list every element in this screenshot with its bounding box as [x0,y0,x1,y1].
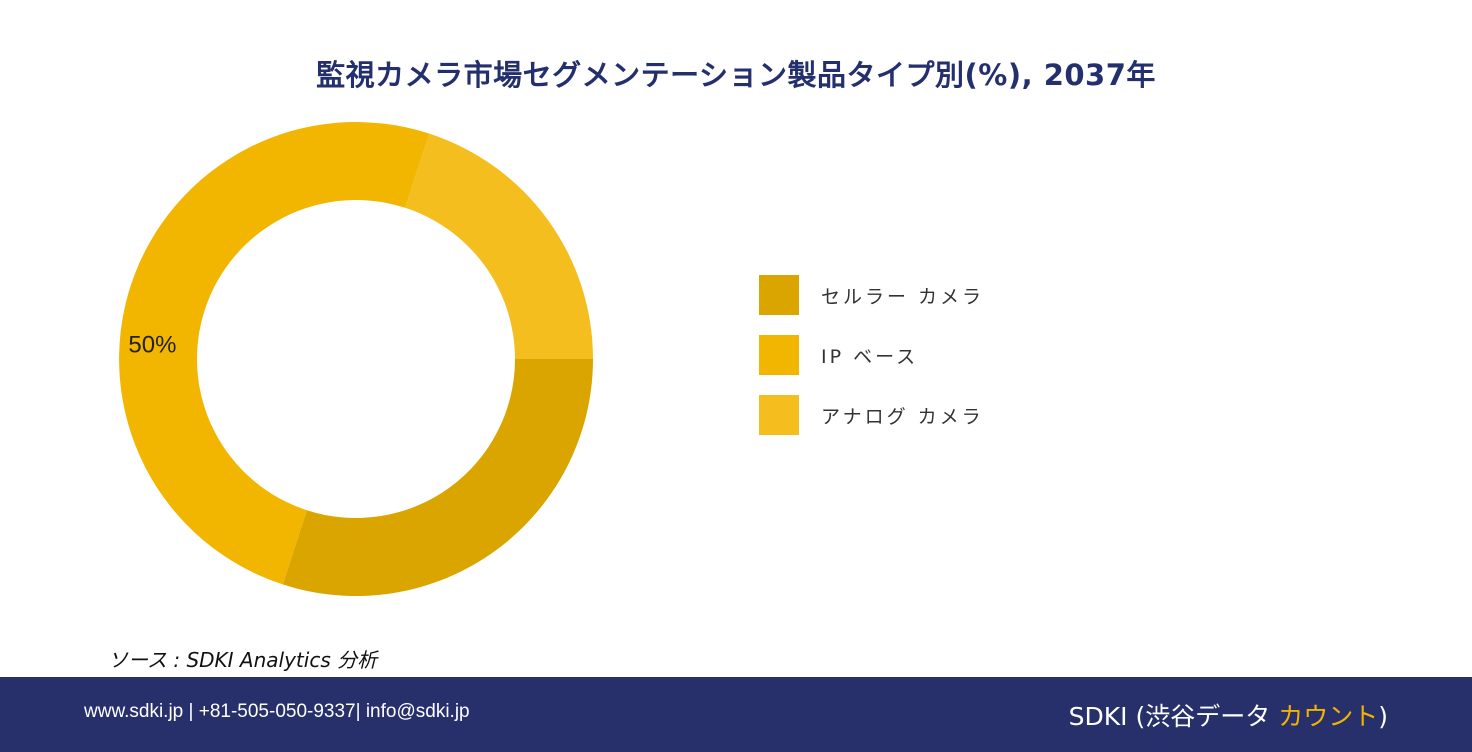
legend-swatch-ip-based [759,335,799,375]
legend-item-ip-based: IP ベース [759,335,984,375]
legend-label-cellular: セルラー カメラ [821,285,985,308]
legend-label-analog: アナログ カメラ [821,405,984,428]
brand-prefix: SDKI (渋谷データ [1068,702,1279,731]
legend-item-analog: アナログ カメラ [759,395,984,435]
brand-accent: カウント [1278,702,1379,731]
legend-swatch-cellular [759,275,799,315]
footer-bar: www.sdki.jp | +81-505-050-9337| info@sdk… [0,677,1472,752]
legend-swatch-analog [759,395,799,435]
source-note: ソース : SDKI Analytics 分析 [108,648,378,672]
chart-legend: セルラー カメラ IP ベース アナログ カメラ [759,275,984,455]
legend-label-ip-based: IP ベース [821,345,919,368]
donut-chart: 50% [119,122,593,596]
footer-contact: www.sdki.jp | +81-505-050-9337| info@sdk… [84,701,470,722]
footer-brand: SDKI (渋谷データ カウント) [1069,697,1388,733]
legend-item-cellular: セルラー カメラ [759,275,984,315]
donut-slice-cellular [282,359,593,596]
donut-slice-ip-based [119,122,430,585]
brand-suffix: ) [1378,702,1388,731]
data-label-ip-based: 50% [128,332,176,359]
chart-title: 監視カメラ市場セグメンテーション製品タイプ別(%), 2037年 [316,58,1156,92]
donut-slice-analog [405,133,593,359]
